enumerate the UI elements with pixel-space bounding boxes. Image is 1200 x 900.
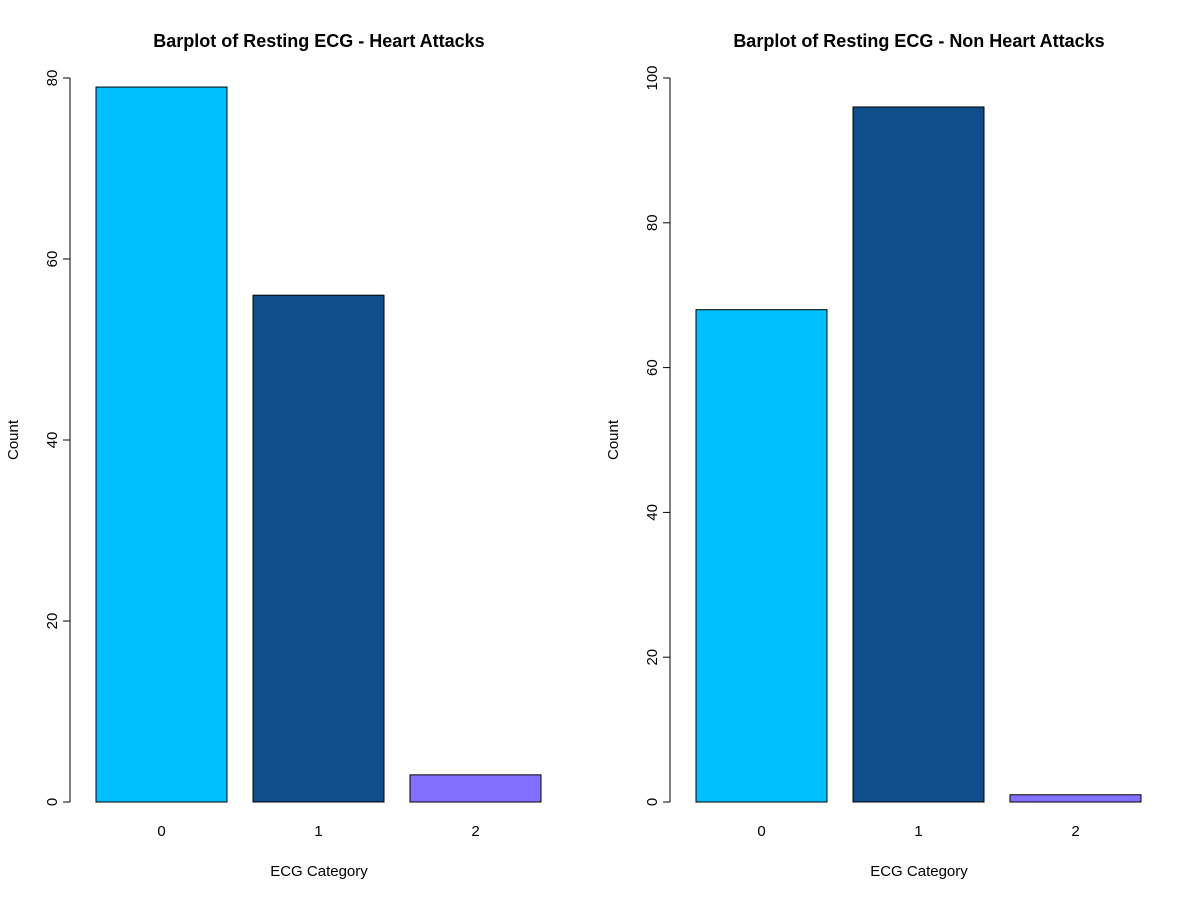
y-tick-label: 80 bbox=[644, 214, 661, 231]
bar-1 bbox=[852, 106, 985, 803]
bar-2 bbox=[1009, 794, 1142, 803]
bar-1 bbox=[252, 294, 385, 803]
y-tick-label: 40 bbox=[44, 432, 61, 449]
bars bbox=[695, 106, 1142, 803]
x-tick-label: 1 bbox=[314, 823, 322, 840]
x-tick-label: 1 bbox=[914, 823, 922, 840]
y-tick-label: 20 bbox=[644, 649, 661, 666]
y-tick-label: 0 bbox=[44, 798, 61, 806]
y-tick-label: 0 bbox=[644, 798, 661, 806]
x-tick-label: 2 bbox=[471, 823, 479, 840]
y-tick-label: 60 bbox=[44, 251, 61, 268]
y-axis: 0 20 40 60 80 100 bbox=[644, 65, 671, 806]
y-tick-label: 20 bbox=[44, 613, 61, 630]
x-axis-label: ECG Category bbox=[870, 863, 968, 880]
chart-heart-attacks: Barplot of Resting ECG - Heart Attacks E… bbox=[5, 31, 542, 880]
bar-2 bbox=[409, 774, 542, 803]
chart-non-heart-attacks: Barplot of Resting ECG - Non Heart Attac… bbox=[605, 31, 1142, 880]
y-axis-label: Count bbox=[5, 419, 22, 460]
y-axis: 0 20 40 60 80 bbox=[44, 70, 71, 806]
y-tick-label: 40 bbox=[644, 504, 661, 521]
y-tick-label: 80 bbox=[44, 70, 61, 87]
chart-title: Barplot of Resting ECG - Heart Attacks bbox=[153, 31, 484, 51]
bar-0 bbox=[695, 309, 828, 803]
x-tick-label: 0 bbox=[157, 823, 165, 840]
y-tick-label: 100 bbox=[644, 65, 661, 90]
y-axis-label: Count bbox=[605, 419, 622, 460]
x-axis-label: ECG Category bbox=[270, 863, 368, 880]
bars bbox=[95, 86, 542, 803]
chart-title: Barplot of Resting ECG - Non Heart Attac… bbox=[733, 31, 1104, 51]
x-tick-label: 2 bbox=[1071, 823, 1079, 840]
x-tick-labels: 0 1 2 bbox=[157, 823, 479, 840]
y-tick-label: 60 bbox=[644, 359, 661, 376]
x-tick-label: 0 bbox=[757, 823, 765, 840]
bar-0 bbox=[95, 86, 228, 803]
x-tick-labels: 0 1 2 bbox=[757, 823, 1079, 840]
